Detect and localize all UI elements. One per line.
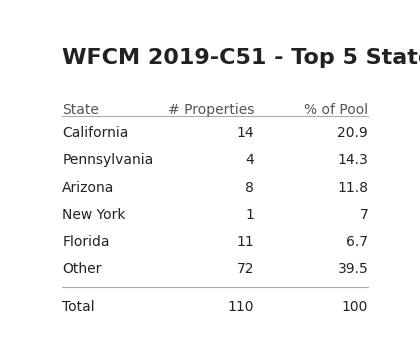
Text: New York: New York bbox=[62, 208, 126, 222]
Text: 39.5: 39.5 bbox=[338, 262, 368, 276]
Text: 1: 1 bbox=[245, 208, 255, 222]
Text: 6.7: 6.7 bbox=[346, 235, 368, 249]
Text: 14.3: 14.3 bbox=[338, 153, 368, 167]
Text: Florida: Florida bbox=[62, 235, 110, 249]
Text: 14: 14 bbox=[237, 126, 255, 140]
Text: 8: 8 bbox=[245, 181, 255, 194]
Text: 110: 110 bbox=[228, 300, 255, 314]
Text: 20.9: 20.9 bbox=[338, 126, 368, 140]
Text: 72: 72 bbox=[237, 262, 255, 276]
Text: # Properties: # Properties bbox=[168, 103, 255, 117]
Text: 4: 4 bbox=[246, 153, 255, 167]
Text: Pennsylvania: Pennsylvania bbox=[62, 153, 154, 167]
Text: Total: Total bbox=[62, 300, 95, 314]
Text: WFCM 2019-C51 - Top 5 States: WFCM 2019-C51 - Top 5 States bbox=[62, 48, 420, 68]
Text: 11.8: 11.8 bbox=[337, 181, 368, 194]
Text: State: State bbox=[62, 103, 99, 117]
Text: California: California bbox=[62, 126, 129, 140]
Text: % of Pool: % of Pool bbox=[304, 103, 368, 117]
Text: 11: 11 bbox=[236, 235, 255, 249]
Text: Arizona: Arizona bbox=[62, 181, 115, 194]
Text: 7: 7 bbox=[360, 208, 368, 222]
Text: Other: Other bbox=[62, 262, 102, 276]
Text: 100: 100 bbox=[342, 300, 368, 314]
